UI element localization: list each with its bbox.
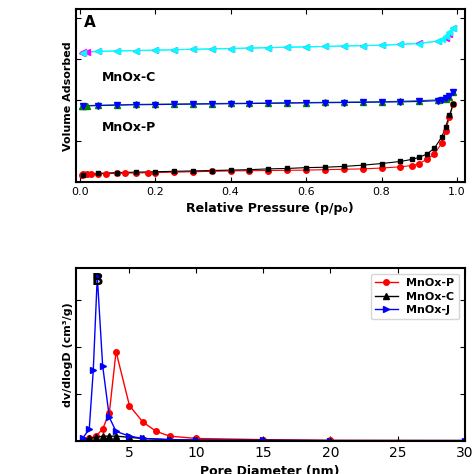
- Y-axis label: Volume Adsorbed: Volume Adsorbed: [63, 41, 73, 151]
- MnOx-C: [462, 438, 467, 444]
- MnOx-P: [107, 410, 112, 416]
- Y-axis label: dv/dlogD (cm³/g): dv/dlogD (cm³/g): [63, 302, 73, 407]
- MnOx-P: [113, 349, 119, 355]
- MnOx-P: [86, 436, 92, 441]
- Line: MnOx-P: MnOx-P: [80, 349, 467, 443]
- MnOx-P: [100, 426, 106, 432]
- MnOx-C: [100, 433, 106, 439]
- MnOx-J: [193, 438, 199, 443]
- MnOx-C: [107, 433, 112, 439]
- MnOx-J: [127, 433, 132, 439]
- MnOx-J: [86, 426, 92, 432]
- MnOx-C: [80, 437, 85, 443]
- Legend: MnOx-P, MnOx-C, MnOx-J: MnOx-P, MnOx-C, MnOx-J: [371, 274, 459, 319]
- MnOx-C: [261, 438, 266, 443]
- Text: A: A: [83, 15, 95, 30]
- X-axis label: Relative Pressure (p/p₀): Relative Pressure (p/p₀): [186, 202, 354, 215]
- MnOx-P: [328, 438, 333, 443]
- Text: MnOx-P: MnOx-P: [102, 121, 156, 134]
- MnOx-C: [167, 437, 173, 443]
- MnOx-P: [140, 419, 146, 425]
- MnOx-J: [167, 437, 173, 443]
- MnOx-J: [113, 428, 119, 434]
- MnOx-P: [80, 437, 85, 443]
- Text: B: B: [91, 273, 103, 289]
- MnOx-J: [107, 414, 112, 420]
- MnOx-J: [261, 438, 266, 443]
- MnOx-P: [93, 433, 99, 439]
- MnOx-P: [154, 428, 159, 434]
- MnOx-C: [86, 436, 92, 441]
- MnOx-P: [462, 438, 467, 444]
- MnOx-C: [113, 433, 119, 439]
- MnOx-J: [462, 438, 467, 444]
- MnOx-P: [167, 433, 173, 439]
- MnOx-P: [127, 403, 132, 409]
- MnOx-C: [193, 438, 199, 443]
- MnOx-J: [100, 363, 106, 369]
- MnOx-C: [93, 435, 99, 440]
- MnOx-C: [140, 436, 146, 441]
- Line: MnOx-J: MnOx-J: [80, 273, 467, 443]
- MnOx-C: [127, 435, 132, 440]
- Text: MnOx-C: MnOx-C: [102, 71, 156, 84]
- Line: MnOx-C: MnOx-C: [80, 433, 467, 443]
- MnOx-J: [91, 367, 96, 373]
- MnOx-J: [80, 436, 85, 441]
- MnOx-P: [261, 437, 266, 443]
- X-axis label: Pore Diameter (nm): Pore Diameter (nm): [201, 465, 340, 474]
- MnOx-J: [94, 273, 100, 279]
- MnOx-J: [328, 438, 333, 444]
- MnOx-C: [328, 438, 333, 444]
- MnOx-P: [193, 436, 199, 441]
- MnOx-J: [140, 436, 146, 441]
